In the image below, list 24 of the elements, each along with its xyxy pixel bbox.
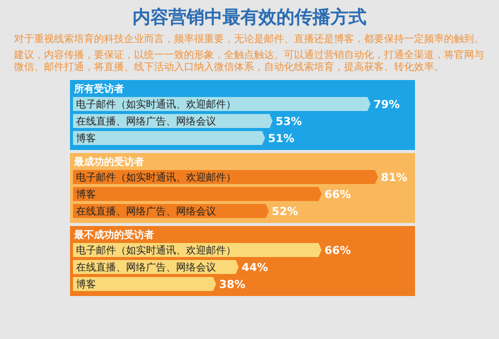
data-label: 51% <box>268 132 294 145</box>
y-tick-label: 博客 <box>76 278 96 290</box>
data-label: 81% <box>381 171 408 184</box>
data-label: 44% <box>242 261 268 274</box>
y-tick-label: 在线直播、网络广告、网络会议 <box>76 262 216 274</box>
y-tick-label: 在线直播、网络广告、网络会议 <box>76 206 216 218</box>
y-tick-label: 在线直播、网络广告、网络会议 <box>76 116 216 128</box>
text: 建议，内容传播，要保证，以统一一致的形象，全触点触达。可以通过营销自动化，打通全渠道，将官网与微信、邮件打通，将直播、线下活动入口纳入微信体系，自动化线索培育，提高获客、转化效率。 <box>14 50 485 74</box>
y-tick-label: 电子邮件（如实时通讯、欢迎邮件） <box>76 244 236 256</box>
chart-title: 所有受访者 <box>73 83 124 95</box>
data-label: 53% <box>276 115 302 128</box>
y-tick-label: 电子邮件（如实时通讯、欢迎邮件） <box>76 98 236 110</box>
y-tick-label: 博客 <box>76 132 96 144</box>
y-tick-label: 博客 <box>76 188 96 200</box>
chart-title: 最不成功的受访者 <box>73 229 154 241</box>
data-label: 66% <box>324 188 351 201</box>
text: 对于重视线索培育的科技企业而言，频率很重要，无论是邮件、直播还是博客，都要保持一定频率的触到。 <box>14 34 485 46</box>
data-label: 66% <box>324 244 351 257</box>
text: 内容营销中最有效的传播方式 <box>132 6 368 30</box>
data-label: 52% <box>272 205 298 218</box>
chart-title: 最成功的受访者 <box>73 156 144 168</box>
y-tick-label: 电子邮件（如实时通讯、欢迎邮件） <box>76 172 236 184</box>
data-label: 79% <box>373 98 400 111</box>
data-label: 38% <box>219 278 246 291</box>
